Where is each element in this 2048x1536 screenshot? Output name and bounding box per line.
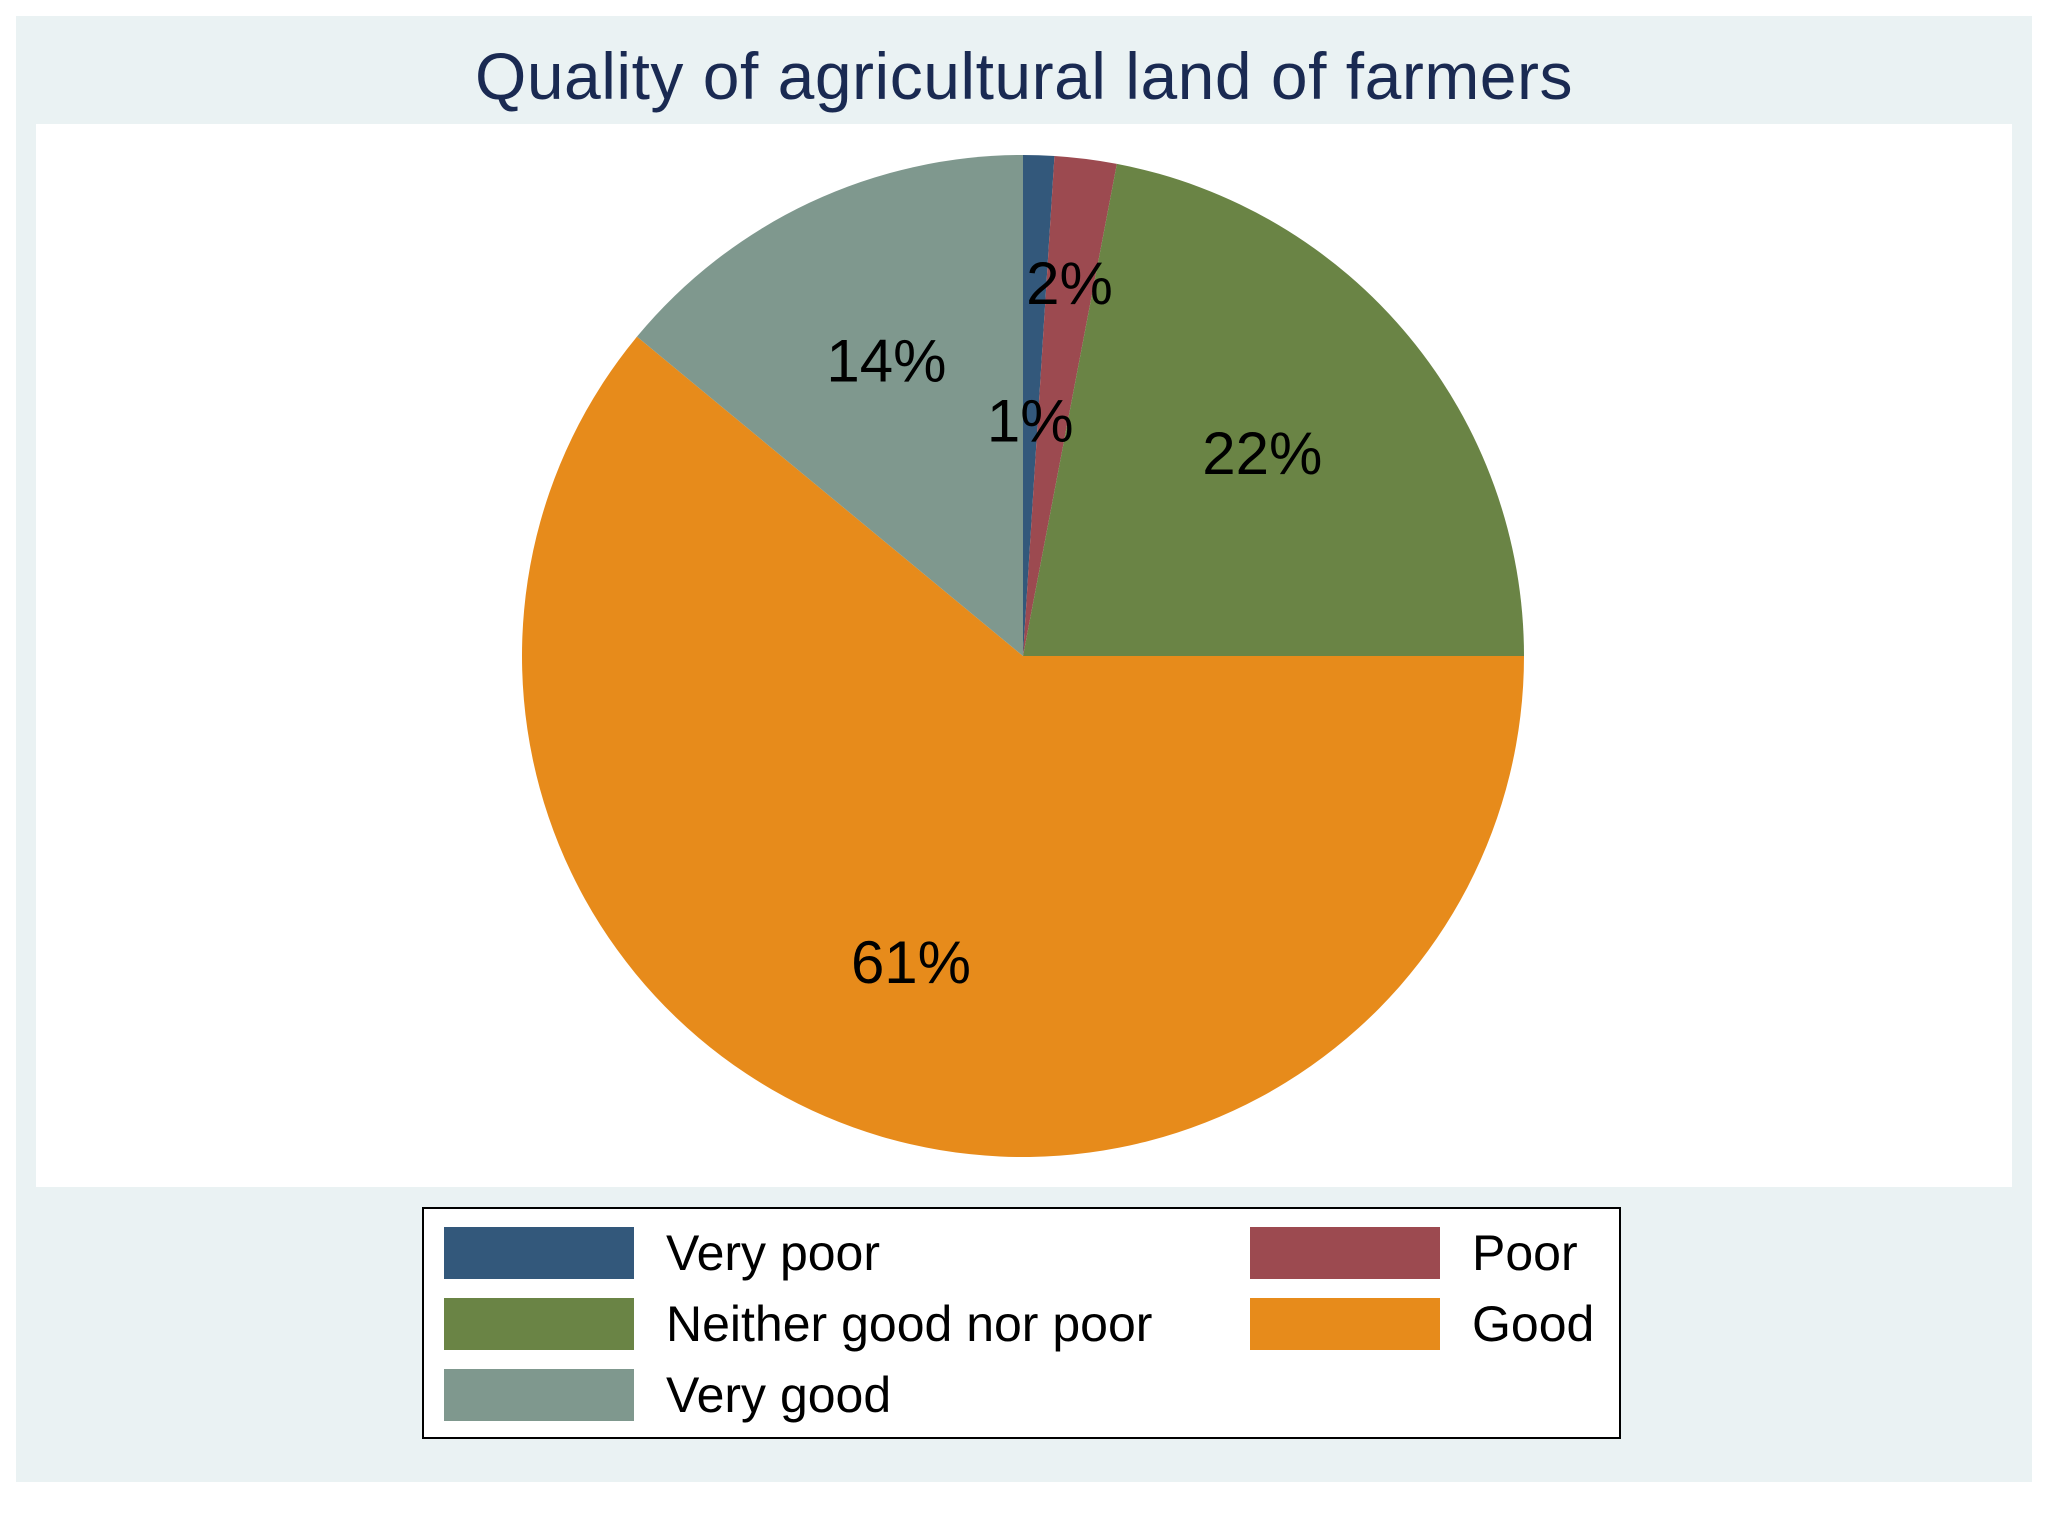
chart-title: Quality of agricultural land of farmers bbox=[475, 39, 1573, 113]
chart-figure: Quality of agricultural land of farmers … bbox=[16, 16, 2032, 1482]
slice-label-poor: 2% bbox=[1026, 250, 1113, 317]
pie-slice-good bbox=[521, 336, 1524, 1157]
slice-label-good: 61% bbox=[851, 929, 971, 996]
legend: Very poor Poor Neither good nor poor Good Ve… bbox=[422, 1207, 1621, 1439]
legend-label: Very poor bbox=[666, 1225, 881, 1281]
pie-slice-neither-good-nor-poor bbox=[1023, 163, 1524, 656]
legend-item-very-good: Very good bbox=[444, 1369, 1204, 1421]
pie-slice-very-good bbox=[636, 155, 1023, 656]
pie-slice-very-poor bbox=[1023, 155, 1055, 656]
plot-area: 1% 2% 22% 61% 14% bbox=[36, 124, 2012, 1187]
legend-item-neither-good-nor-poor: Neither good nor poor bbox=[444, 1298, 1204, 1350]
legend-swatch bbox=[1250, 1298, 1440, 1350]
legend-label: Poor bbox=[1472, 1225, 1578, 1281]
slice-label-neither-good-nor-poor: 22% bbox=[1202, 420, 1322, 487]
slice-label-very-poor: 1% bbox=[987, 387, 1074, 454]
legend-swatch bbox=[444, 1369, 634, 1421]
slice-label-very-good: 14% bbox=[826, 328, 946, 395]
legend-item-very-poor: Very poor bbox=[444, 1227, 1204, 1279]
pie-slice-poor bbox=[1023, 155, 1117, 656]
legend-label: Neither good nor poor bbox=[666, 1296, 1153, 1352]
legend-swatch bbox=[444, 1227, 634, 1279]
legend-item-good: Good bbox=[1250, 1298, 1600, 1350]
legend-label: Good bbox=[1472, 1296, 1595, 1352]
legend-label: Very good bbox=[666, 1367, 892, 1423]
pie-chart: 1% 2% 22% 61% 14% bbox=[521, 155, 1524, 1157]
legend-swatch bbox=[444, 1298, 634, 1350]
legend-swatch bbox=[1250, 1227, 1440, 1279]
legend-item-poor: Poor bbox=[1250, 1227, 1600, 1279]
